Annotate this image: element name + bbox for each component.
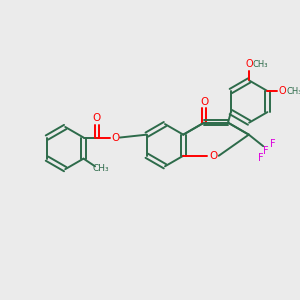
Text: O: O (93, 113, 101, 123)
Text: F: F (259, 153, 264, 163)
Text: F: F (263, 146, 269, 156)
Text: O: O (209, 151, 217, 161)
Text: O: O (279, 86, 286, 96)
Text: CH₃: CH₃ (253, 60, 268, 69)
Text: CH₃: CH₃ (286, 86, 300, 95)
Text: O: O (111, 133, 119, 142)
Text: F: F (270, 139, 276, 149)
Text: CH₃: CH₃ (92, 164, 109, 173)
Text: O: O (200, 97, 208, 106)
Text: O: O (245, 59, 253, 69)
